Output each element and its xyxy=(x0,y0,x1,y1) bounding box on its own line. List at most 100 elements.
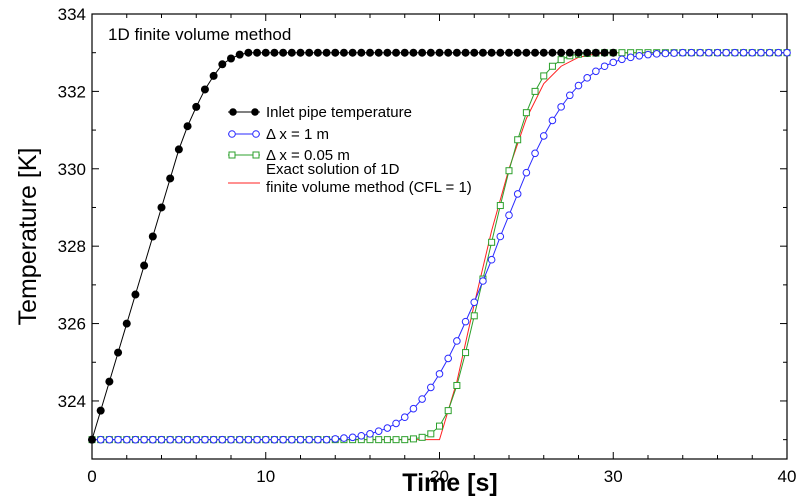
data-point xyxy=(122,435,131,444)
data-point xyxy=(705,48,713,57)
data-point xyxy=(574,81,583,90)
y-tick-label: 328 xyxy=(58,237,86,256)
data-point xyxy=(505,211,513,220)
data-point xyxy=(383,48,392,57)
legend-label-line: Δ x = 1 m xyxy=(266,126,329,143)
data-point xyxy=(531,149,539,158)
data-point xyxy=(409,435,417,443)
x-tick-label: 10 xyxy=(256,467,275,486)
data-point xyxy=(453,381,461,389)
data-point xyxy=(253,48,262,57)
legend-entry-1: Δ x = 1 m xyxy=(228,126,329,143)
legend-label-line: Inlet pipe temperature xyxy=(266,104,412,121)
data-point xyxy=(192,102,201,111)
data-point xyxy=(200,85,209,94)
data-point xyxy=(514,136,522,144)
data-point xyxy=(435,48,444,57)
data-point xyxy=(670,49,678,57)
data-point xyxy=(487,255,496,264)
data-point xyxy=(436,422,443,430)
data-point xyxy=(261,435,270,444)
data-point xyxy=(218,60,227,69)
data-point xyxy=(401,436,409,444)
data-point xyxy=(565,48,574,57)
data-point xyxy=(166,435,174,444)
data-point xyxy=(548,48,557,57)
series-layer xyxy=(88,48,791,444)
data-point xyxy=(183,435,192,444)
data-point xyxy=(392,436,400,444)
data-point xyxy=(201,435,209,444)
data-point xyxy=(548,62,556,70)
data-point xyxy=(314,435,322,444)
data-point xyxy=(557,56,565,64)
legend-marker xyxy=(228,151,236,159)
data-point xyxy=(149,435,157,444)
y-tick-label: 324 xyxy=(58,392,86,411)
data-point xyxy=(427,430,435,438)
data-point xyxy=(452,48,461,57)
x-tick-label: 30 xyxy=(604,467,623,486)
data-point xyxy=(496,202,504,210)
data-point xyxy=(522,109,530,117)
data-point xyxy=(392,419,400,428)
y-tick-label: 332 xyxy=(58,82,86,101)
data-point xyxy=(600,48,609,57)
data-point xyxy=(462,349,470,357)
data-point xyxy=(148,232,157,241)
data-point xyxy=(757,48,765,57)
data-point xyxy=(383,436,391,444)
chart-title: 1D finite volume method xyxy=(108,25,291,44)
data-point xyxy=(366,48,374,57)
data-point xyxy=(157,435,166,444)
data-point xyxy=(609,48,618,57)
data-point xyxy=(418,48,427,57)
data-point xyxy=(105,435,114,444)
data-point xyxy=(122,319,131,328)
data-point xyxy=(166,174,175,183)
data-point xyxy=(261,48,270,57)
data-point xyxy=(409,48,418,57)
data-point xyxy=(539,132,548,140)
data-point xyxy=(426,48,435,57)
data-point xyxy=(444,354,452,363)
x-tick-label: 40 xyxy=(778,467,797,486)
data-point xyxy=(175,435,183,444)
data-point xyxy=(478,48,487,57)
data-point xyxy=(496,232,505,241)
data-point xyxy=(583,74,591,82)
data-point xyxy=(444,407,452,415)
data-point xyxy=(522,168,531,177)
series-1 xyxy=(88,48,791,444)
data-point xyxy=(114,348,123,357)
data-point xyxy=(713,48,722,57)
data-point xyxy=(288,435,296,444)
legend-entry-2: Δ x = 0.05 m xyxy=(228,147,350,164)
data-point xyxy=(357,48,366,57)
data-point xyxy=(488,238,496,246)
data-point xyxy=(279,48,288,57)
data-point xyxy=(591,48,600,57)
data-point xyxy=(131,290,140,299)
data-point xyxy=(479,277,487,285)
data-point xyxy=(783,48,791,57)
data-point xyxy=(418,433,426,441)
data-point xyxy=(600,62,609,71)
data-point xyxy=(374,48,383,57)
data-point xyxy=(131,435,140,444)
data-point xyxy=(313,48,322,57)
data-point xyxy=(618,49,626,57)
data-point xyxy=(357,431,366,440)
y-tick-label: 334 xyxy=(58,5,86,24)
data-point xyxy=(540,72,548,80)
data-point xyxy=(96,406,105,415)
legend-label: Inlet pipe temperature xyxy=(266,104,412,121)
data-point xyxy=(331,48,340,57)
data-point xyxy=(270,435,279,444)
data-point xyxy=(574,48,583,57)
data-point xyxy=(305,435,313,444)
data-point xyxy=(348,48,357,57)
data-point xyxy=(531,48,540,57)
data-point xyxy=(748,48,757,57)
x-tick-label: 0 xyxy=(87,467,96,486)
